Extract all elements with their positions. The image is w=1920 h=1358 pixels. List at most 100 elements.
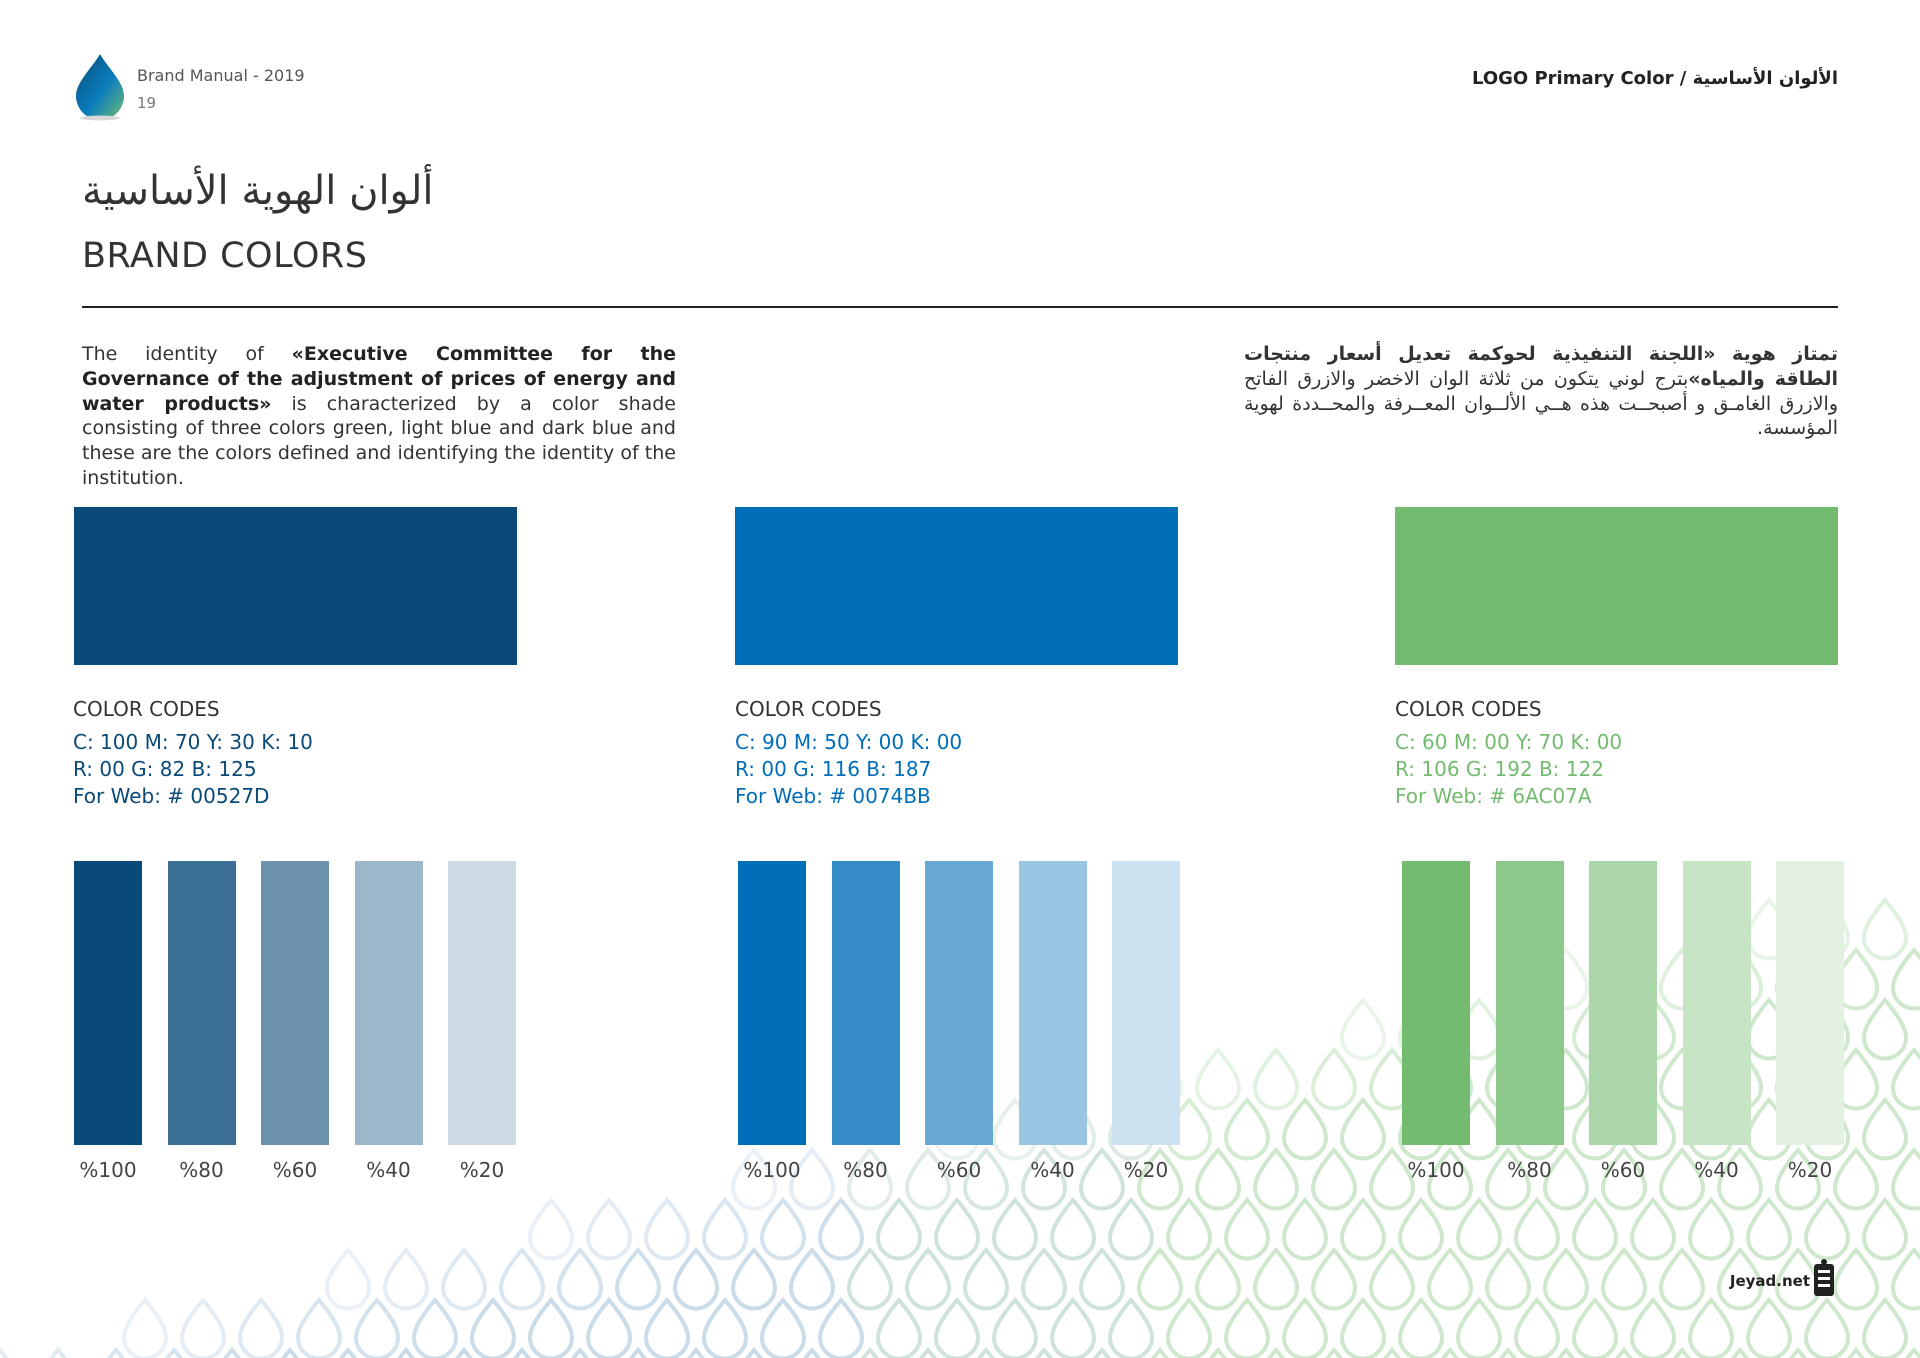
- pattern-droplet: [1426, 1246, 1474, 1311]
- pattern-droplet: [817, 1196, 865, 1261]
- pattern-droplet: [933, 1296, 981, 1358]
- description-english-body: is characterized by a color shade consis…: [82, 392, 676, 489]
- pattern-droplet: [1542, 1246, 1590, 1311]
- color-codes-title: COLOR CODES: [735, 697, 882, 721]
- pattern-droplet: [1397, 1196, 1445, 1261]
- pattern-droplet: [1658, 1246, 1706, 1311]
- tint-strip: [261, 861, 329, 1145]
- cmyk-code: C: 90 M: 50 Y: 00 K: 00: [735, 730, 963, 754]
- swatch-dark-blue: [74, 507, 517, 665]
- pattern-droplet: [1890, 1246, 1920, 1311]
- pattern-droplet: [1107, 1196, 1155, 1261]
- pattern-droplet: [1716, 1246, 1764, 1311]
- pattern-droplet: [411, 1296, 459, 1358]
- pattern-droplet: [1658, 1146, 1706, 1211]
- pattern-droplet: [1165, 1296, 1213, 1358]
- description-arabic-body: بترج لوني يتكون من ثلاثة الوان الاخضر وا…: [1244, 367, 1838, 440]
- rgb-code: R: 106 G: 192 B: 122: [1395, 757, 1605, 781]
- color-codes-title: COLOR CODES: [1395, 697, 1542, 721]
- pattern-droplet: [1629, 1296, 1677, 1358]
- description-english-intro: The identity of: [82, 343, 292, 365]
- pattern-droplet: [1252, 1046, 1300, 1111]
- pattern-droplet: [1890, 946, 1920, 1011]
- pattern-droplet: [788, 1146, 836, 1211]
- pattern-droplet: [1165, 1196, 1213, 1261]
- pattern-droplet: [875, 1196, 923, 1261]
- tint-strip: [925, 861, 993, 1145]
- tint-strip: [354, 861, 423, 1145]
- web-code: For Web: # 00527D: [73, 784, 270, 808]
- pattern-droplet: [1078, 1146, 1126, 1211]
- tint-strip: [1776, 861, 1844, 1145]
- tint-percent-label: %100: [743, 1158, 801, 1182]
- pattern-droplet: [1745, 1196, 1793, 1261]
- pattern-droplet: [353, 1296, 401, 1358]
- tint-percent-label: %40: [1694, 1158, 1739, 1182]
- pattern-droplet: [933, 1196, 981, 1261]
- pattern-droplet: [179, 1296, 227, 1358]
- pattern-droplet: [643, 1296, 691, 1358]
- pattern-droplet: [1716, 1146, 1764, 1211]
- pattern-droplet: [1339, 1296, 1387, 1358]
- pattern-droplet: [846, 1246, 894, 1311]
- pattern-droplet: [1861, 1196, 1909, 1261]
- tint-percent-label: %60: [272, 1158, 318, 1182]
- pattern-droplet: [121, 1296, 169, 1358]
- pattern-droplet: [904, 1146, 952, 1211]
- pattern-droplet: [1020, 1146, 1068, 1211]
- pattern-droplet: [904, 1246, 952, 1311]
- pattern-droplet: [1223, 1096, 1271, 1161]
- pattern-droplet: [0, 1346, 9, 1358]
- description-english: The identity of «Executive Committee for…: [82, 342, 676, 491]
- web-code: For Web: # 0074BB: [735, 784, 931, 808]
- pattern-droplet: [1368, 1146, 1416, 1211]
- tint-percent-label: %20: [1123, 1158, 1169, 1182]
- pattern-droplet: [1339, 996, 1387, 1061]
- pattern-droplet: [1223, 1196, 1271, 1261]
- pattern-droplet: [1020, 1246, 1068, 1311]
- web-code: For Web: # 6AC07A: [1395, 784, 1592, 808]
- pattern-droplet: [237, 1296, 285, 1358]
- cmyk-code: C: 60 M: 00 Y: 70 K: 00: [1395, 730, 1623, 754]
- brand-manual-label: Brand Manual - 2019: [137, 66, 305, 85]
- description-arabic: تمتاز هوية «اللجنة التنفيذية لحوكمة تعدي…: [1244, 342, 1838, 441]
- tint-strip: [1495, 861, 1564, 1145]
- pattern-droplet: [295, 1296, 343, 1358]
- tint-percent-label: %100: [79, 1158, 137, 1182]
- tint-percent-label: %80: [179, 1158, 224, 1182]
- pattern-droplet: [1194, 1246, 1242, 1311]
- pattern-droplet: [1861, 1096, 1909, 1161]
- pattern-droplet: [1107, 1296, 1155, 1358]
- pattern-droplet: [614, 1246, 662, 1311]
- pattern-droplet: [1049, 1196, 1097, 1261]
- pattern-droplet: [1803, 1296, 1851, 1358]
- pattern-droplet: [1281, 1096, 1329, 1161]
- pattern-droplet: [643, 1196, 691, 1261]
- swatch-green: [1395, 507, 1838, 665]
- pattern-droplet: [1310, 1046, 1358, 1111]
- pattern-droplet: [1368, 1246, 1416, 1311]
- tint-percent-label: %20: [1787, 1158, 1833, 1182]
- swatch-light-blue: [735, 507, 1178, 665]
- pattern-droplet: [962, 1246, 1010, 1311]
- pattern-droplet: [759, 1196, 807, 1261]
- tint-percent-label: %40: [1030, 1158, 1075, 1182]
- pattern-droplet: [1861, 1296, 1909, 1358]
- pattern-droplet: [1600, 1246, 1648, 1311]
- pattern-droplet: [1542, 1146, 1590, 1211]
- pattern-droplet: [1803, 1196, 1851, 1261]
- pattern-droplet: [759, 1296, 807, 1358]
- pattern-droplet: [527, 1296, 575, 1358]
- pattern-droplet: [1774, 1146, 1822, 1211]
- pattern-droplet: [1397, 1296, 1445, 1358]
- pattern-droplet: [991, 1196, 1039, 1261]
- tint-strip: [738, 861, 806, 1145]
- description-english-org: «Executive Committee for the Governance …: [82, 343, 677, 415]
- pattern-droplet: [1194, 1046, 1242, 1111]
- pattern-droplet: [1078, 1246, 1126, 1311]
- pattern-droplet: [672, 1246, 720, 1311]
- pattern-droplet: [1136, 1146, 1184, 1211]
- footer-site-label: Jeyad.net: [1729, 1272, 1810, 1290]
- pattern-droplet: [1339, 1096, 1387, 1161]
- pattern-droplet: [1281, 1296, 1329, 1358]
